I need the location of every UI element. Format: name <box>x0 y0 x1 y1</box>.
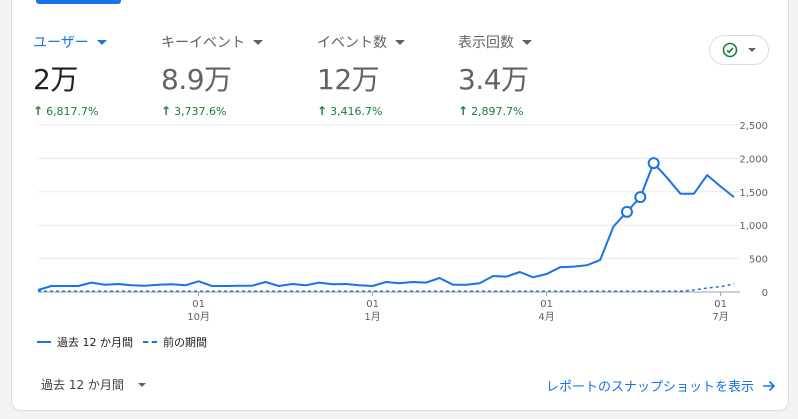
metric-label: キーイベント <box>161 32 263 52</box>
arrow-up-icon: ↑ <box>161 104 172 118</box>
x-tick-month: 4月 <box>538 311 554 323</box>
x-tick-day: 01 <box>366 299 379 310</box>
series-line-current <box>37 162 735 291</box>
y-tick-label: 2,000 <box>739 154 768 165</box>
metric-label: イベント数 <box>317 32 405 52</box>
metric-event-count[interactable]: イベント数 12万 ↑ 3,416.7% <box>317 32 405 118</box>
chevron-down-icon <box>253 39 263 45</box>
x-tick-day: 01 <box>192 299 205 310</box>
data-point-marker <box>620 205 633 218</box>
chevron-down-icon <box>748 48 756 52</box>
x-tick-day: 01 <box>714 299 727 310</box>
metric-change: ↑ 3,416.7% <box>317 104 383 118</box>
arrow-right-icon <box>763 380 776 391</box>
y-tick-label: 1,000 <box>739 221 768 232</box>
chart-legend: 過去 12 か月間 前の期間 <box>37 334 217 350</box>
chevron-down-icon <box>96 39 107 45</box>
check-circle-icon <box>722 42 738 58</box>
y-tick-label: 2,500 <box>739 121 768 132</box>
series-line-previous <box>38 283 735 293</box>
data-point-marker <box>634 191 647 204</box>
arrow-up-icon: ↑ <box>458 104 469 118</box>
x-tick-month: 7月 <box>712 311 728 323</box>
x-tick-month: 10月 <box>187 311 210 323</box>
y-tick-label: 0 <box>762 288 768 299</box>
metric-change: ↑ 3,737.6% <box>161 104 227 118</box>
metric-value: 12万 <box>317 63 380 96</box>
metric-value: 3.4万 <box>458 63 529 96</box>
metric-views[interactable]: 表示回数 3.4万 ↑ 2,897.7% <box>458 32 532 118</box>
legend-swatch-dashed <box>143 341 157 343</box>
y-tick-label: 1,500 <box>739 188 768 199</box>
users-line-chart: 2,5002,0001,5001,00050000110月011月014月017… <box>37 121 768 323</box>
metric-change: ↑ 2,897.7% <box>458 104 524 118</box>
metric-label: ユーザー <box>33 32 107 52</box>
metric-value: 8.9万 <box>161 63 232 96</box>
x-tick-day: 01 <box>540 299 553 310</box>
chevron-down-icon <box>522 39 532 45</box>
legend-item-current: 過去 12 か月間 <box>37 334 133 350</box>
legend-item-previous: 前の期間 <box>143 334 207 350</box>
overview-card: ユーザー 2万 ↑ 6,817.7% キーイベント 8.9万 ↑ 3,737.6% … <box>11 0 789 411</box>
chevron-down-icon <box>137 382 146 387</box>
active-tab-indicator <box>36 0 121 4</box>
x-tick-month: 1月 <box>364 311 380 323</box>
data-point-marker <box>647 157 660 170</box>
status-button[interactable] <box>709 35 769 65</box>
view-snapshot-link[interactable]: レポートのスナップショットを表示 <box>546 376 776 395</box>
metric-value: 2万 <box>33 63 78 96</box>
y-tick-label: 500 <box>749 255 768 266</box>
period-dropdown[interactable]: 過去 12 か月間 <box>41 376 146 393</box>
chevron-down-icon <box>395 39 405 45</box>
metric-label: 表示回数 <box>458 32 532 52</box>
arrow-up-icon: ↑ <box>33 104 44 118</box>
metric-change: ↑ 6,817.7% <box>33 104 99 118</box>
arrow-up-icon: ↑ <box>317 104 328 118</box>
legend-swatch-solid <box>37 341 51 343</box>
metric-key-events[interactable]: キーイベント 8.9万 ↑ 3,737.6% <box>161 32 263 118</box>
metric-users[interactable]: ユーザー 2万 ↑ 6,817.7% <box>33 32 107 118</box>
